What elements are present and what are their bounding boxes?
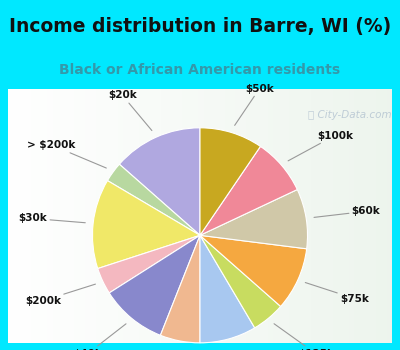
Wedge shape [92,181,200,268]
Wedge shape [200,235,255,343]
Text: Income distribution in Barre, WI (%): Income distribution in Barre, WI (%) [9,17,391,36]
Wedge shape [200,235,307,307]
Text: $100k: $100k [288,131,353,161]
Text: Black or African American residents: Black or African American residents [60,63,340,77]
Text: $75k: $75k [305,282,369,303]
Wedge shape [108,164,200,235]
Text: $150k: $150k [0,349,1,350]
Text: $60k: $60k [314,206,380,217]
Wedge shape [200,128,260,235]
Wedge shape [200,190,308,249]
Text: $20k: $20k [108,90,152,131]
Wedge shape [160,235,200,343]
Wedge shape [98,235,200,293]
Text: $50k: $50k [235,84,274,125]
Wedge shape [200,235,281,328]
Wedge shape [200,146,297,235]
Wedge shape [109,235,200,335]
Text: ⓘ City-Data.com: ⓘ City-Data.com [308,110,391,120]
Text: $30k: $30k [18,214,85,223]
Text: $125k: $125k [274,324,334,350]
Text: $40k: $40k [73,324,126,350]
Text: > $200k: > $200k [27,140,106,168]
Text: $200k: $200k [25,284,96,306]
Wedge shape [119,128,200,235]
Text: $10k: $10k [0,349,1,350]
